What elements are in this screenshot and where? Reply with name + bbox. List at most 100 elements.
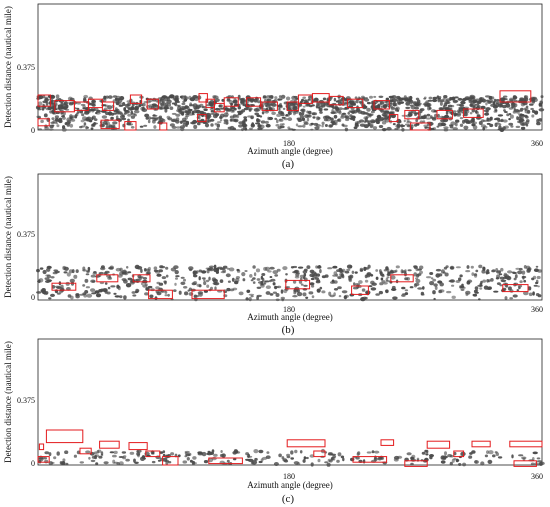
echo-point [192,110,198,114]
echo-point [129,451,135,455]
echo-point [255,122,261,125]
echo-point [234,280,239,285]
echo-point [172,97,177,100]
echo-point [279,125,285,129]
echo-point [308,291,314,295]
echo-point [449,461,453,466]
echo-point [256,278,261,281]
echo-point [66,272,71,277]
echo-point [163,280,167,284]
echo-point [250,279,254,282]
echo-point [405,106,411,110]
echo-point [256,118,260,123]
echo-point [269,266,275,270]
echo-point [498,270,501,274]
echo-point [482,266,486,271]
echo-point [82,269,87,272]
echo-point [378,107,383,112]
echo-point [459,117,464,120]
echo-point [309,454,315,458]
echo-point [419,109,423,113]
echo-point [491,269,496,273]
echo-point [184,291,189,296]
echo-point [458,463,462,466]
echo-point [264,98,267,103]
echo-point [323,108,329,111]
echo-point [38,128,42,131]
echo-point [413,101,417,106]
detection-box [124,121,137,131]
echo-point [411,454,416,459]
echo-point [334,105,338,109]
detection-box [404,460,428,467]
echo-point [518,454,524,457]
echo-point [285,104,290,108]
echo-point [420,293,425,296]
echo-point [526,119,530,123]
echo-point [231,277,235,282]
echo-point [276,268,281,272]
echo-point [54,115,60,119]
echo-point [256,295,259,301]
echo-point [457,109,461,113]
echo-point [45,280,51,283]
echo-point [434,286,438,290]
echo-point [386,276,390,279]
echo-point [207,451,212,456]
echo-point [470,265,474,269]
echo-point [115,115,119,120]
echo-point [525,105,529,109]
echo-point [233,118,237,122]
echo-point [50,293,55,297]
echo-point [380,277,384,281]
echo-point [423,97,427,100]
echo-point [232,451,237,455]
echo-point [495,103,500,108]
detection-box [436,109,453,120]
echo-point [177,454,181,458]
echo-point [332,274,337,277]
echo-point [404,289,409,292]
echo-point [131,291,136,294]
echo-point [209,118,215,122]
echo-point [388,105,393,108]
echo-point [451,284,455,287]
echo-point [455,280,461,283]
detection-box [208,457,243,465]
echo-point [316,288,321,293]
echo-point [438,107,444,111]
echo-point [447,454,452,458]
echo-point [473,289,478,294]
echo-point [272,103,277,107]
echo-point [535,265,539,268]
echo-point [517,109,523,112]
echo-point [303,268,308,272]
echo-point [183,286,188,289]
echo-points [38,448,545,467]
echo-point [344,127,349,132]
echo-point [536,275,541,280]
echo-point [373,95,377,98]
echo-point [389,110,395,115]
echo-point [207,268,213,271]
echo-point [472,106,476,110]
echo-point [242,103,245,107]
echo-point [517,284,523,288]
detection-box [352,456,388,463]
echo-point [395,265,400,269]
echo-point [503,95,508,98]
echo-point [486,287,491,290]
echo-point [63,266,67,269]
detection-box [313,450,326,458]
echo-point [337,276,342,280]
echo-point [206,284,210,288]
echo-point [93,107,99,112]
echo-point [275,293,280,297]
echo-point [219,279,224,283]
echo-point [487,459,493,464]
echo-point [37,280,41,283]
echo-point [531,109,536,113]
echo-point [225,273,231,278]
echo-point [404,292,409,296]
echo-point [474,460,478,464]
